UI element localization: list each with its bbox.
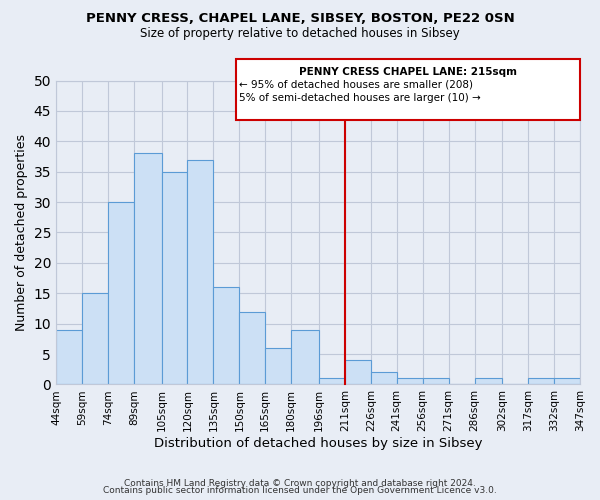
Text: Size of property relative to detached houses in Sibsey: Size of property relative to detached ho… [140, 28, 460, 40]
Bar [108, 202, 134, 384]
Bar [554, 378, 580, 384]
Bar [214, 287, 239, 384]
Bar [239, 312, 265, 384]
Bar [528, 378, 554, 384]
Text: PENNY CRESS, CHAPEL LANE, SIBSEY, BOSTON, PE22 0SN: PENNY CRESS, CHAPEL LANE, SIBSEY, BOSTON… [86, 12, 514, 26]
Bar [371, 372, 397, 384]
Bar [345, 360, 371, 384]
Text: ← 95% of detached houses are smaller (208): ← 95% of detached houses are smaller (20… [239, 80, 473, 90]
Y-axis label: Number of detached properties: Number of detached properties [15, 134, 28, 331]
Text: 5% of semi-detached houses are larger (10) →: 5% of semi-detached houses are larger (1… [239, 92, 481, 102]
Bar [475, 378, 502, 384]
Bar [187, 160, 214, 384]
Bar [291, 330, 319, 384]
Text: Contains public sector information licensed under the Open Government Licence v3: Contains public sector information licen… [103, 486, 497, 495]
Bar [397, 378, 422, 384]
Text: Contains HM Land Registry data © Crown copyright and database right 2024.: Contains HM Land Registry data © Crown c… [124, 478, 476, 488]
Bar [134, 154, 161, 384]
Bar [319, 378, 345, 384]
Bar [422, 378, 449, 384]
FancyBboxPatch shape [236, 59, 580, 120]
Bar [82, 294, 108, 384]
Bar [161, 172, 187, 384]
Text: PENNY CRESS CHAPEL LANE: 215sqm: PENNY CRESS CHAPEL LANE: 215sqm [299, 66, 517, 76]
X-axis label: Distribution of detached houses by size in Sibsey: Distribution of detached houses by size … [154, 437, 482, 450]
Bar [265, 348, 291, 385]
Bar [56, 330, 82, 384]
